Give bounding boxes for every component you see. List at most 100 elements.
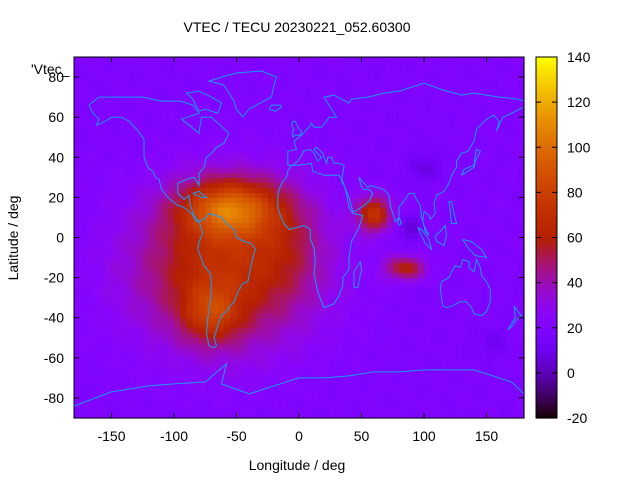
- heatmap-cell: [342, 92, 350, 98]
- heatmap-cell: [405, 362, 413, 369]
- heatmap-cell: [449, 407, 456, 414]
- heatmap-cell: [124, 67, 131, 73]
- heatmap-cell: [205, 277, 213, 284]
- heatmap-cell: [411, 207, 419, 214]
- heatmap-cell: [330, 177, 338, 183]
- heatmap-cell: [361, 222, 369, 229]
- heatmap-cell: [474, 187, 481, 193]
- heatmap-cell: [474, 317, 481, 324]
- heatmap-cell: [436, 412, 444, 419]
- heatmap-cell: [336, 277, 344, 284]
- heatmap-cell: [130, 147, 138, 153]
- heatmap-cell: [480, 407, 488, 414]
- heatmap-cell: [386, 367, 394, 374]
- heatmap-cell: [442, 87, 450, 93]
- heatmap-cell: [217, 342, 225, 349]
- heatmap-cell: [486, 137, 494, 143]
- heatmap-cell: [124, 112, 131, 118]
- heatmap-cell: [499, 402, 506, 409]
- heatmap-cell: [80, 212, 88, 219]
- heatmap-cell: [417, 147, 425, 153]
- heatmap-cell: [436, 377, 444, 384]
- heatmap-cell: [261, 362, 269, 369]
- heatmap-cell: [242, 127, 250, 133]
- heatmap-cell: [467, 67, 475, 73]
- heatmap-cell: [274, 72, 281, 78]
- heatmap-cell: [111, 257, 119, 264]
- heatmap-cell: [392, 327, 400, 334]
- heatmap-cell: [361, 412, 369, 419]
- heatmap-cell: [230, 382, 238, 389]
- heatmap-cell: [111, 102, 119, 108]
- heatmap-cell: [274, 402, 281, 409]
- heatmap-cell: [417, 322, 425, 329]
- heatmap-cell: [205, 287, 213, 294]
- heatmap-cell: [349, 122, 356, 128]
- heatmap-cell: [99, 282, 106, 289]
- heatmap-cell: [180, 142, 188, 148]
- heatmap-cell: [149, 117, 156, 123]
- heatmap-cell: [305, 367, 313, 374]
- heatmap-cell: [74, 92, 81, 98]
- heatmap-cell: [355, 352, 363, 359]
- heatmap-cell: [399, 332, 406, 339]
- heatmap-cell: [99, 142, 106, 148]
- heatmap-cell: [105, 197, 113, 203]
- heatmap-cell: [99, 297, 106, 304]
- heatmap-cell: [149, 317, 156, 324]
- heatmap-cell: [442, 302, 450, 309]
- heatmap-cell: [86, 392, 94, 399]
- heatmap-cell: [286, 242, 294, 249]
- heatmap-cell: [86, 297, 94, 304]
- heatmap-cell: [161, 252, 169, 259]
- heatmap-cell: [274, 312, 281, 319]
- heatmap-cell: [424, 367, 431, 374]
- heatmap-cell: [130, 227, 138, 234]
- heatmap-cell: [292, 157, 300, 163]
- heatmap-cell: [267, 372, 275, 379]
- heatmap-cell: [236, 337, 244, 344]
- heatmap-cell: [274, 277, 281, 284]
- heatmap-cell: [311, 302, 319, 309]
- heatmap-cell: [186, 387, 194, 394]
- heatmap-cell: [424, 237, 431, 244]
- heatmap-cell: [105, 82, 113, 88]
- heatmap-cell: [280, 342, 288, 349]
- heatmap-cell: [149, 112, 156, 118]
- heatmap-cell: [117, 172, 125, 178]
- heatmap-cell: [399, 362, 406, 369]
- heatmap-cell: [205, 402, 213, 409]
- heatmap-cell: [161, 392, 169, 399]
- heatmap-cell: [149, 412, 156, 419]
- heatmap-cell: [430, 327, 438, 334]
- heatmap-cell: [149, 152, 156, 158]
- heatmap-cell: [455, 102, 463, 108]
- heatmap-cell: [324, 112, 331, 118]
- heatmap-cell: [411, 372, 419, 379]
- heatmap-cell: [192, 407, 200, 414]
- heatmap-cell: [324, 137, 331, 143]
- heatmap-cell: [180, 167, 188, 173]
- heatmap-cell: [255, 337, 263, 344]
- heatmap-cell: [211, 402, 219, 409]
- heatmap-cell: [192, 212, 200, 219]
- heatmap-cell: [449, 117, 456, 123]
- heatmap-cell: [324, 332, 331, 339]
- heatmap-cell: [392, 287, 400, 294]
- heatmap-cell: [311, 372, 319, 379]
- heatmap-cell: [261, 267, 269, 274]
- heatmap-cell: [374, 157, 381, 163]
- heatmap-cell: [230, 342, 238, 349]
- heatmap-cell: [436, 227, 444, 234]
- heatmap-cell: [342, 297, 350, 304]
- heatmap-cell: [161, 67, 169, 73]
- heatmap-cell: [486, 347, 494, 354]
- heatmap-cell: [261, 262, 269, 269]
- heatmap-cell: [311, 237, 319, 244]
- heatmap-cell: [261, 407, 269, 414]
- heatmap-cell: [130, 252, 138, 259]
- heatmap-cell: [211, 312, 219, 319]
- heatmap-cell: [380, 122, 388, 128]
- heatmap-cell: [192, 57, 200, 63]
- heatmap-cell: [230, 132, 238, 138]
